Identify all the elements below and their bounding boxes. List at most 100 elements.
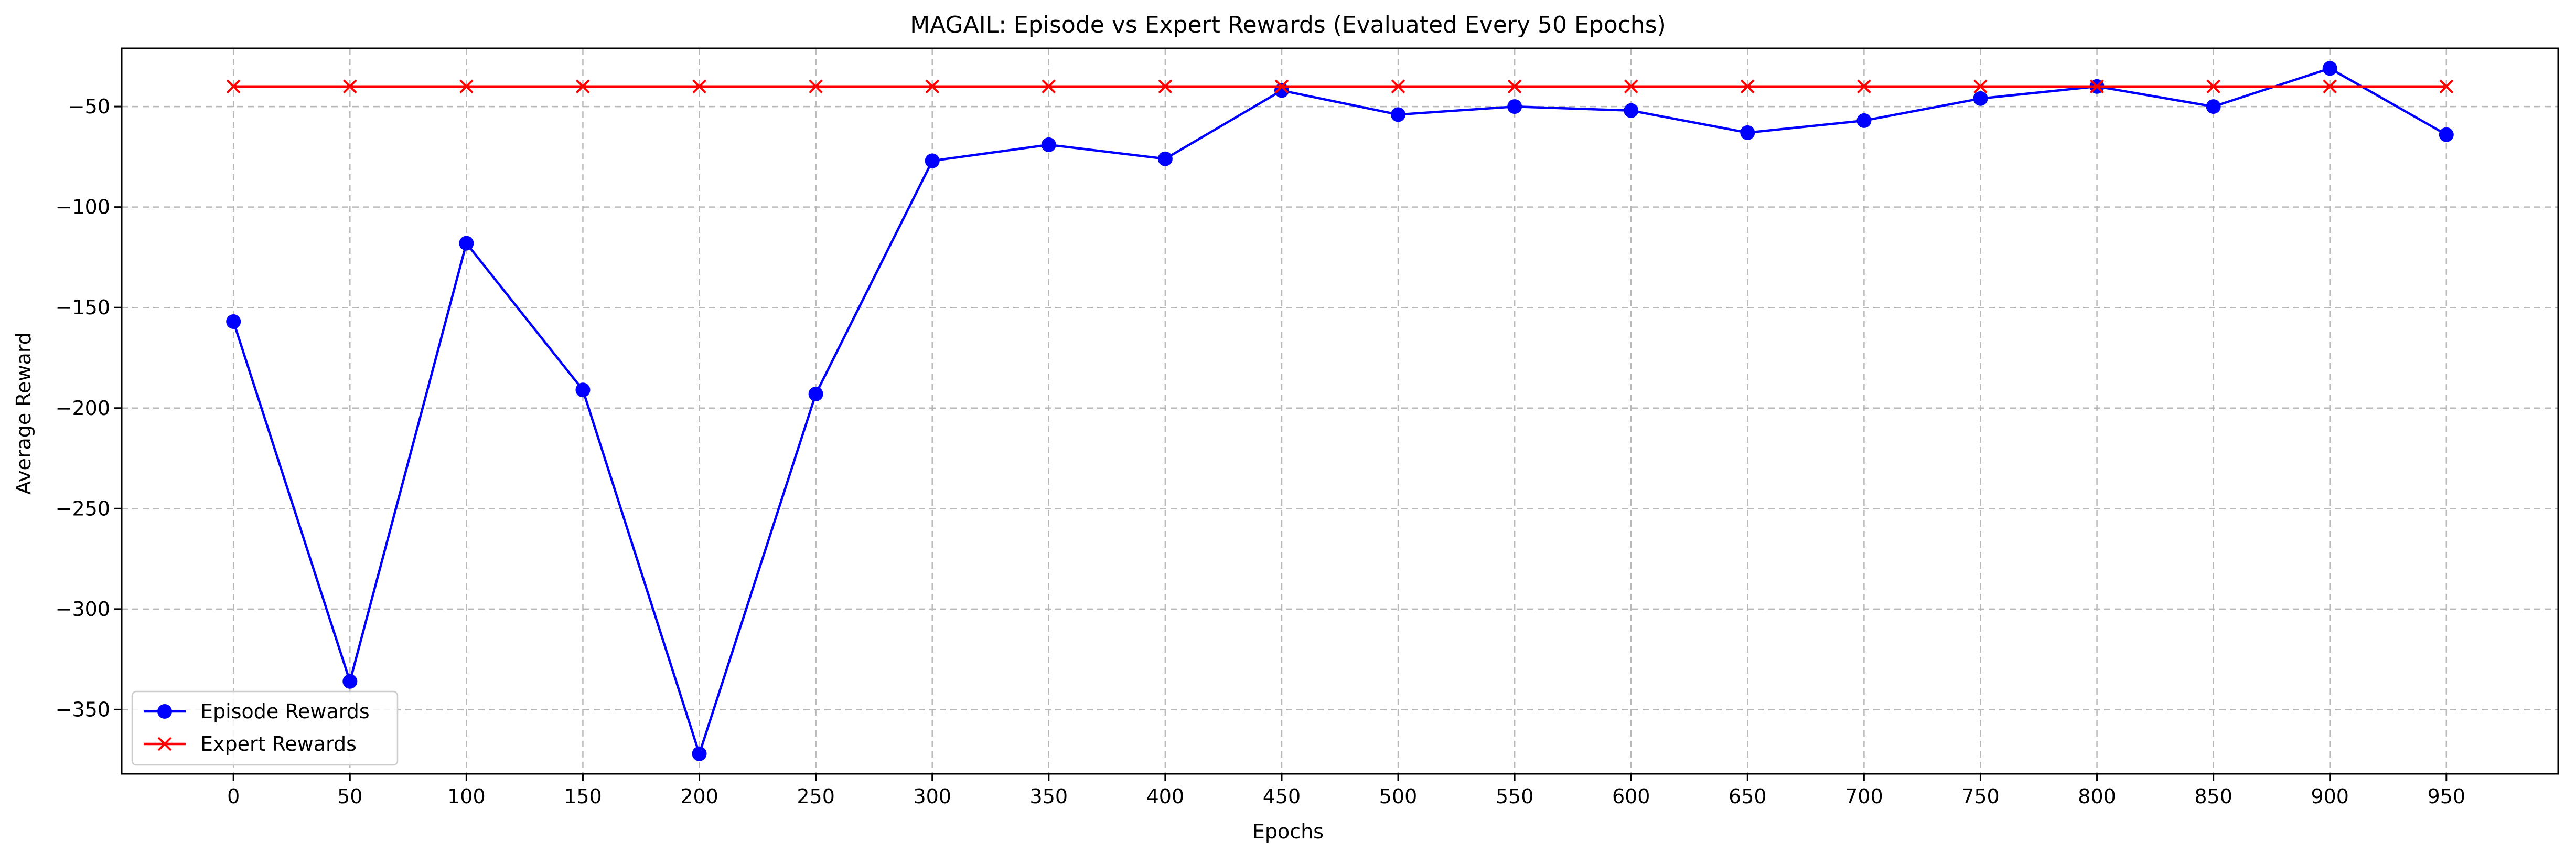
x-tick-label: 750 [1961,785,2000,808]
expert-rewards-point [1042,79,1056,94]
episode-rewards-point [342,674,358,689]
x-marker-stroke [576,79,590,94]
x-tick-label: 500 [1379,785,1418,808]
x-tick-label: 350 [1030,785,1068,808]
episode-rewards-point [1041,137,1056,152]
grid [122,48,2558,774]
x-tick-label: 100 [447,785,486,808]
legend: Episode Rewards Expert Rewards [131,690,399,766]
x-tick-label: 250 [797,785,835,808]
episode-rewards-point [1856,113,1872,128]
episode-rewards-point [2322,61,2337,76]
expert-rewards-point [692,79,706,94]
expert-rewards-point [226,79,241,94]
x-tick-label: 0 [227,785,240,808]
x-marker-stroke [1507,79,1522,94]
x-marker-stroke [1624,79,1638,94]
x-tick-label: 900 [2311,785,2349,808]
x-marker-stroke [1740,79,1755,94]
expert-rewards-point [1391,79,1405,94]
x-marker-stroke [342,79,357,94]
episode-rewards-point [1391,107,1406,122]
x-tick-label: 300 [913,785,951,808]
expert-rewards-point [1973,79,1988,94]
x-marker-stroke [692,79,706,94]
x-axis-label: Epochs [1252,820,1324,843]
legend-box [131,690,399,766]
y-tick-label: −200 [56,397,110,420]
expert-rewards-point [2206,79,2221,94]
x-marker-stroke [1856,79,1871,94]
x-tick-label: 450 [1263,785,1301,808]
legend-swatch-marker [157,704,172,719]
x-marker-stroke [1973,79,1988,94]
x-marker-stroke [157,737,172,751]
x-tick-label: 700 [1845,785,1883,808]
expert-rewards-point [925,79,940,94]
x-tick-label: 550 [1496,785,1534,808]
expert-rewards-point [1507,79,1522,94]
x-tick-label: 150 [564,785,602,808]
episode-rewards-point [1507,99,1522,114]
expert-rewards-point [459,79,474,94]
expert-rewards-point [1856,79,1871,94]
x-marker-stroke [2323,79,2337,94]
episode-rewards-point [575,382,591,398]
expert-rewards-point [342,79,357,94]
expert-rewards-point [2439,79,2454,94]
x-tick-label: 650 [1729,785,1767,808]
legend-label-expert-rewards: Expert Rewards [200,732,357,755]
x-marker-stroke [925,79,940,94]
x-tick-label: 800 [2078,785,2116,808]
episode-rewards-point [2439,127,2454,142]
episode-rewards-point [1624,103,1639,118]
expert-rewards-point [1624,79,1638,94]
x-tick-label: 600 [1612,785,1650,808]
y-tick-label: −150 [56,296,110,319]
expert-rewards-point [576,79,590,94]
episode-rewards-point [2206,99,2221,114]
expert-rewards-point [2323,79,2337,94]
x-tick-label: 200 [680,785,718,808]
x-marker-stroke [1391,79,1405,94]
x-tick-label: 50 [337,785,362,808]
x-marker-stroke [2090,79,2104,94]
x-marker-stroke [2206,79,2221,94]
expert-rewards-point [2090,79,2104,94]
axis-ticks: 0 50 100 150 200 250 300 350 400 450 500 550 600 650 7… [56,95,2465,808]
episode-rewards-point [1157,151,1173,166]
episode-rewards-point [1740,125,1755,140]
y-tick-label: −100 [56,196,110,219]
legend-swatch-marker [157,737,172,751]
expert-rewards-point [1158,79,1173,94]
episode-rewards-point [808,386,823,401]
series [226,61,2454,761]
expert-rewards-point [1740,79,1755,94]
expert-rewards-point [809,79,823,94]
x-marker-stroke [226,79,241,94]
chart-title: MAGAIL: Episode vs Expert Rewards (Evalu… [910,12,1666,38]
episode-rewards-point [459,236,474,251]
episode-rewards-point [692,746,707,761]
episode-rewards-point [226,314,241,329]
x-marker-stroke [459,79,474,94]
y-tick-label: −50 [68,95,110,118]
y-tick-label: −350 [56,698,110,721]
y-tick-label: −300 [56,598,110,621]
x-marker-stroke [1274,79,1289,94]
legend-label-episode-rewards: Episode Rewards [200,700,370,723]
x-tick-label: 950 [2428,785,2466,808]
y-axis-label: Average Reward [12,332,35,495]
x-tick-label: 850 [2194,785,2232,808]
x-marker-stroke [1042,79,1056,94]
x-marker-stroke [2439,79,2454,94]
y-tick-label: −250 [56,497,110,520]
episode-rewards-point [1973,91,1988,106]
expert-rewards-point [1274,79,1289,94]
x-tick-label: 400 [1146,785,1185,808]
x-marker-stroke [809,79,823,94]
x-marker-stroke [1158,79,1173,94]
episode-rewards-point [925,153,940,168]
